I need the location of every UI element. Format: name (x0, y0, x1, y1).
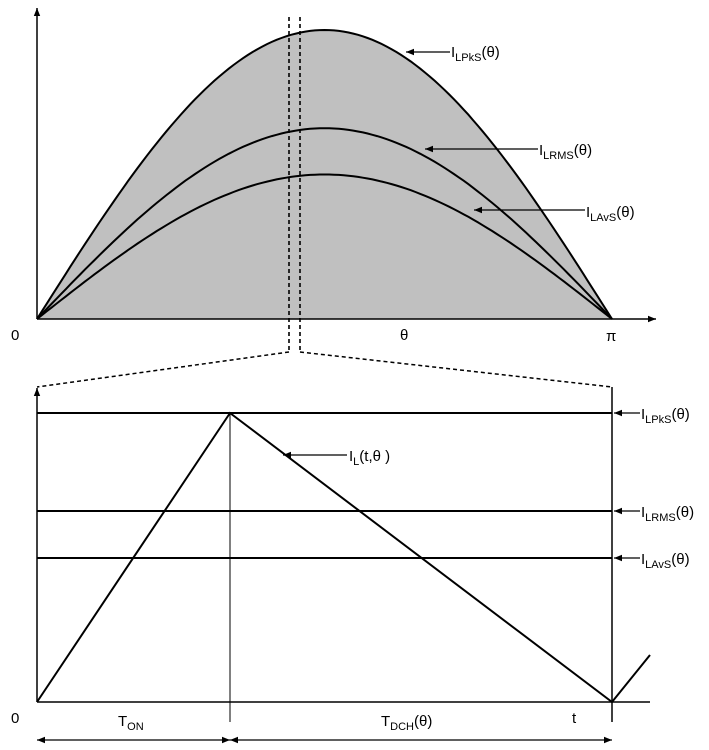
tdch-label: TDCH(θ) (381, 713, 432, 733)
time-axis-label: t (572, 710, 577, 727)
peak-current-curve (36, 28, 613, 320)
bottom-origin-label: 0 (11, 710, 19, 727)
bottom-peak-label: ILPkS(θ) (641, 406, 690, 426)
bottom-avg-label: ILAvS(θ) (641, 551, 690, 571)
theta-axis-label: θ (400, 327, 408, 344)
average-current-curve (36, 173, 613, 320)
rms-current-curve (36, 127, 613, 320)
zoom-connector-right (299, 351, 613, 388)
pi-axis-label: π (606, 328, 616, 345)
current-label: IL(t,θ ) (349, 448, 390, 468)
top-origin-label: 0 (11, 327, 19, 344)
top-peak-label: ILPkS(θ) (451, 44, 500, 64)
zoom-connector-left (36, 351, 290, 388)
inductor-current-waveform (36, 411, 651, 704)
top-plot: ILPkS(θ) ILRMS(θ) ILAvS(θ) 0 θ π (11, 8, 656, 352)
top-avg-label: ILAvS(θ) (586, 204, 635, 224)
bottom-rms-label: ILRMS(θ) (641, 504, 694, 524)
top-rms-label: ILRMS(θ) (539, 142, 592, 162)
bottom-plot: IL(t,θ ) ILPkS(θ) ILRMS(θ) ILAvS(θ) 0 t … (11, 387, 694, 744)
ton-label: TON (118, 713, 144, 733)
